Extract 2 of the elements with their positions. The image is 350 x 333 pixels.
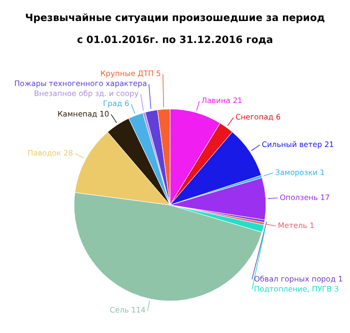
chart-title: Чрезвычайные ситуации произошедшие за период <box>25 13 325 24</box>
chart-subtitle: с 01.01.2016г. по 31.12.2016 года <box>76 35 274 46</box>
